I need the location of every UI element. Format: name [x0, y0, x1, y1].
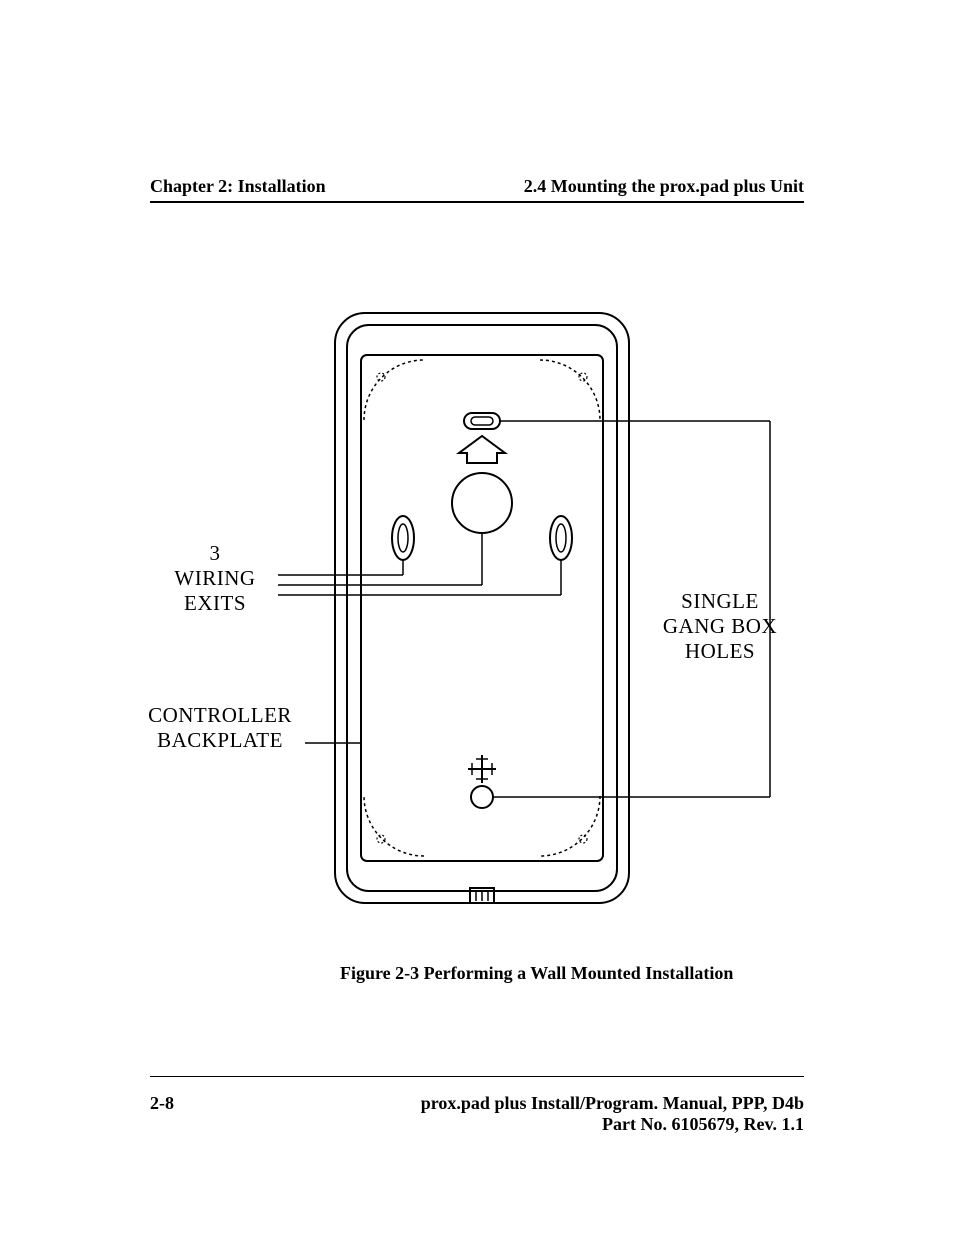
document-page: Chapter 2: Installation 2.4 Mounting the… — [0, 0, 954, 1235]
label-line: CONTROLLER — [135, 703, 305, 728]
page-header: Chapter 2: Installation 2.4 Mounting the… — [150, 176, 804, 203]
footer-title-line2: Part No. 6105679, Rev. 1.1 — [602, 1114, 804, 1134]
footer-rule — [150, 1076, 804, 1077]
figure-diagram: 3 WIRING EXITS CONTROLLER BACKPLATE SING… — [150, 293, 804, 933]
label-line: HOLES — [630, 639, 810, 664]
header-right: 2.4 Mounting the prox.pad plus Unit — [524, 176, 804, 197]
label-line: GANG BOX — [630, 614, 810, 639]
page-footer: 2-8 prox.pad plus Install/Program. Manua… — [150, 1093, 804, 1135]
label-line: EXITS — [145, 591, 285, 616]
label-gang-box-holes: SINGLE GANG BOX HOLES — [630, 589, 810, 664]
footer-page-number: 2-8 — [150, 1093, 174, 1135]
label-line: WIRING — [145, 566, 285, 591]
footer-title-line1: prox.pad plus Install/Program. Manual, P… — [421, 1093, 804, 1113]
figure-caption: Figure 2-3 Performing a Wall Mounted Ins… — [340, 963, 780, 984]
label-line: 3 — [145, 541, 285, 566]
header-left: Chapter 2: Installation — [150, 176, 326, 197]
label-line: BACKPLATE — [135, 728, 305, 753]
label-line: SINGLE — [630, 589, 810, 614]
label-wiring-exits: 3 WIRING EXITS — [145, 541, 285, 616]
footer-title: prox.pad plus Install/Program. Manual, P… — [421, 1093, 804, 1135]
label-controller-backplate: CONTROLLER BACKPLATE — [135, 703, 305, 753]
